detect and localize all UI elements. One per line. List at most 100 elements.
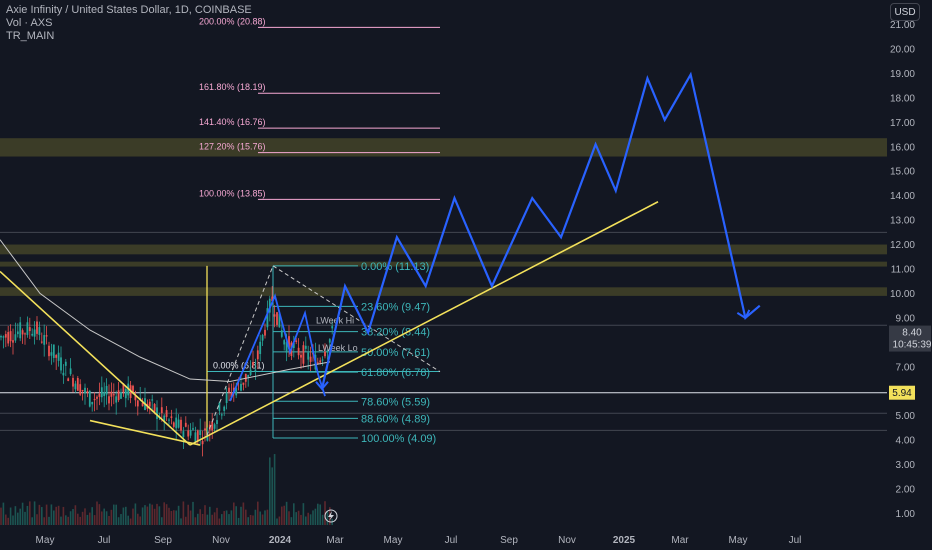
volume-bar — [146, 506, 149, 525]
candle-body — [225, 393, 228, 404]
candle-body — [69, 368, 72, 375]
lweek-lo-label: LWeek Lo — [318, 343, 358, 353]
candle-body — [141, 402, 144, 407]
candle-body — [309, 356, 312, 362]
candle-body — [100, 387, 103, 398]
candle-body — [136, 400, 139, 407]
volume-bar — [221, 514, 223, 525]
candle-body — [38, 327, 41, 335]
y-tick-label: 9.00 — [896, 313, 916, 324]
volume-bar — [153, 508, 156, 525]
candle-body — [259, 341, 262, 355]
y-tick-label: 16.00 — [890, 142, 915, 153]
candle-body — [74, 383, 77, 390]
indicator-label[interactable]: TR_MAIN — [6, 30, 55, 42]
fib-extension-label: 141.40% (16.76) — [199, 117, 266, 127]
candle-body — [304, 345, 307, 349]
candle-body — [115, 396, 118, 403]
y-tick-label: 19.00 — [890, 69, 915, 80]
candle-body — [321, 359, 324, 361]
volume-bar — [33, 501, 36, 525]
volume-bar — [233, 502, 235, 525]
candle-body — [300, 354, 302, 358]
lweek-hi-label: LWeek Hi — [316, 315, 354, 325]
volume-bar — [326, 510, 329, 525]
candle-body — [67, 378, 70, 381]
currency-button[interactable]: USD — [890, 3, 920, 21]
volume-bar — [50, 504, 53, 525]
volume-bar — [24, 511, 26, 525]
y-tick-label: 20.00 — [890, 44, 915, 55]
axes: 1.002.003.004.005.006.007.008.009.0010.0… — [36, 20, 932, 546]
candle-body — [57, 352, 60, 361]
volume-bar — [180, 518, 182, 525]
candle-body — [170, 416, 173, 418]
candle-body — [177, 419, 180, 428]
x-tick-label: 2025 — [613, 535, 636, 546]
x-tick-label: 2024 — [269, 535, 292, 546]
chart-legend: Axie Infinity / United States Dollar, 1D… — [6, 4, 252, 43]
candle-body — [232, 387, 235, 392]
x-tick-label: Sep — [500, 535, 518, 546]
volume-bar — [98, 504, 101, 525]
volume-bar — [41, 507, 43, 525]
volume-bar — [264, 510, 266, 525]
candle-body — [206, 434, 209, 441]
x-tick-label: Mar — [671, 535, 689, 546]
volume-bar — [29, 501, 31, 525]
candle-body — [40, 341, 43, 343]
volume-bar — [69, 511, 72, 525]
lightning-icon — [324, 509, 338, 523]
candle-body — [192, 428, 194, 430]
volume-bar — [81, 511, 84, 525]
volume-bar — [79, 516, 81, 525]
volume-bar — [139, 516, 141, 525]
volume-bar — [163, 502, 165, 525]
volume-bar — [182, 501, 185, 525]
candle-body — [283, 340, 286, 345]
y-tick-label: 13.00 — [890, 216, 915, 227]
resistance-zone — [0, 287, 887, 296]
horizontal-level-box — [889, 385, 915, 400]
volume-bar — [93, 515, 96, 525]
candle-body — [252, 362, 254, 366]
x-tick-label: Mar — [326, 535, 344, 546]
volume-indicator-label[interactable]: Vol · AXS — [6, 17, 53, 29]
candle-body — [55, 355, 58, 358]
volume-bar — [314, 508, 317, 525]
volume-bar — [125, 506, 127, 525]
fib-retracement-label: 61.80% (6.78) — [361, 367, 430, 379]
candle-body — [307, 352, 310, 360]
x-tick-label: May — [36, 535, 55, 546]
candle-body — [79, 384, 82, 395]
volume-bar — [108, 515, 110, 525]
pattern-zigzag — [229, 293, 326, 402]
volume-bar — [194, 517, 197, 525]
candle-body — [163, 415, 166, 422]
candle-body — [156, 407, 158, 419]
volume-bar — [252, 515, 254, 525]
candle-body — [86, 391, 89, 393]
x-tick-label: Nov — [212, 535, 230, 546]
volume-bar — [115, 504, 117, 525]
volume-bar — [302, 503, 305, 525]
volume-bar — [177, 505, 180, 525]
candle-body — [4, 334, 7, 338]
volume-bar — [240, 506, 242, 525]
y-tick-label: 3.00 — [896, 460, 916, 471]
volume-bar — [5, 514, 7, 525]
candle-body — [218, 402, 221, 411]
candle-body — [261, 334, 264, 341]
candle-body — [88, 390, 91, 407]
candle-body — [228, 387, 230, 392]
candle-body — [254, 369, 257, 372]
y-tick-label: 2.00 — [896, 485, 916, 496]
candle-body — [172, 422, 175, 427]
volume-bar — [26, 505, 29, 525]
projection-path — [315, 71, 761, 391]
fib-extension-label: 161.80% (18.19) — [199, 82, 266, 92]
x-tick-label: Jul — [445, 535, 458, 546]
volume-bar — [197, 513, 199, 525]
